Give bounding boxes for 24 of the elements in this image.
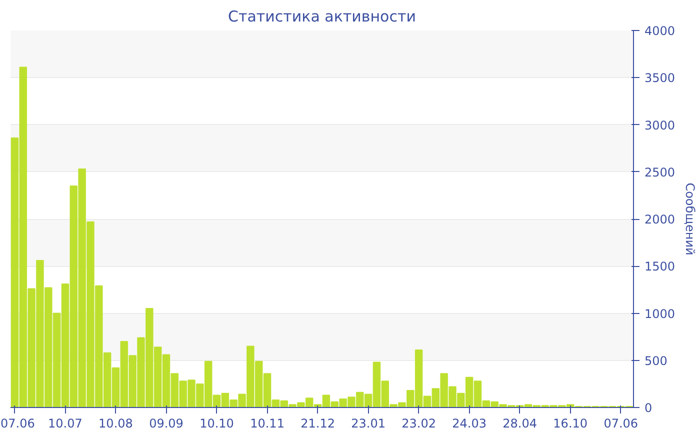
x-tick-label: 23.01 <box>351 416 386 430</box>
x-tick-label: 07.06 <box>0 416 35 430</box>
y-tick-label: 2000 <box>644 212 676 226</box>
x-tick-label: 16.10 <box>553 416 588 430</box>
y-tick-label: 0 <box>644 401 652 415</box>
x-tick-label: 09.09 <box>149 416 184 430</box>
x-tick-label: 24.03 <box>452 416 487 430</box>
y-tick-label: 1000 <box>644 306 676 321</box>
x-tick-label: 07.06 <box>604 416 638 430</box>
y-tick-label: 4000 <box>644 24 676 38</box>
x-tick-label: 28.04 <box>502 416 538 430</box>
y-tick-label: 3500 <box>644 71 676 86</box>
y-axis-title: Сообщений <box>683 182 698 256</box>
y-tick-label: 2500 <box>644 165 676 180</box>
chart-title: Статистика активности <box>228 8 416 26</box>
y-tick-label: 500 <box>644 354 668 368</box>
x-tick-label: 10.08 <box>98 416 133 430</box>
x-tick-label: 10.10 <box>200 416 234 430</box>
y-tick-label: 3000 <box>644 118 676 132</box>
x-tick-label: 23.02 <box>402 416 436 430</box>
x-tick-label: 10.11 <box>250 416 284 430</box>
y-tick-label: 1500 <box>644 260 676 274</box>
x-tick-label: 21.12 <box>300 416 335 430</box>
x-tick-label: 10.07 <box>48 416 82 430</box>
